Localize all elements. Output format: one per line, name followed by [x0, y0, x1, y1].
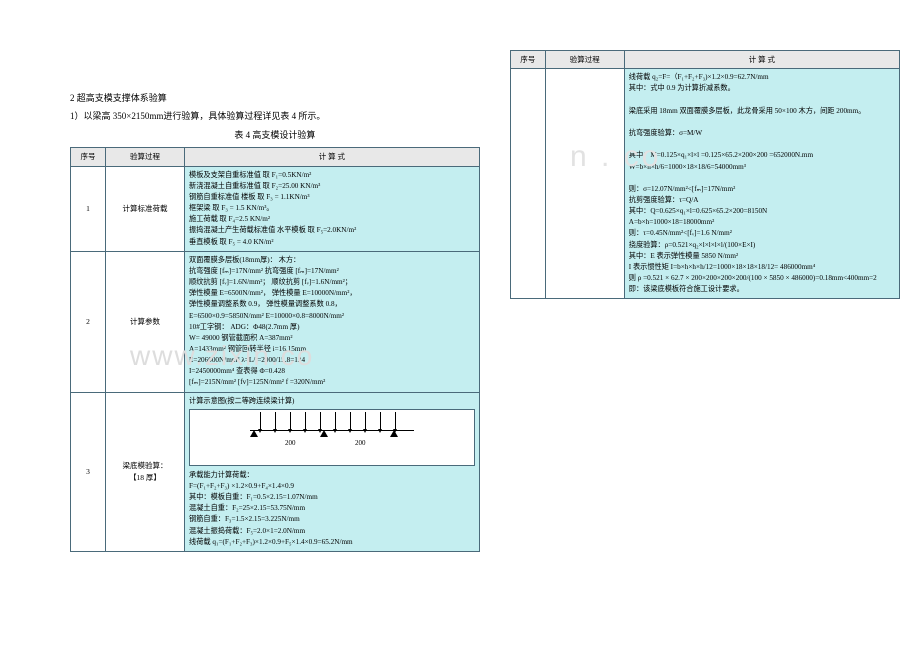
row3-num: 3	[71, 392, 106, 551]
formula-line: 其中：模板自重：F₁=0.5×2.15=1.07N/mm	[189, 492, 475, 503]
load-arrow-icon	[365, 412, 366, 430]
th-seq: 序号	[71, 148, 106, 166]
formula-line: 弹性模量 E=6500N/mm²， 弹性模量 E=10000N/mm²，	[189, 288, 475, 299]
section-intro: 1）以梁高 350×2150mm进行验算，具体验算过程详见表 4 所示。	[70, 108, 480, 124]
formula-line: 混凝土自重：F₂=25×2.15=53.75N/mm	[189, 503, 475, 514]
th-formula: 计 算 式	[185, 148, 480, 166]
th-formula-r: 计 算 式	[624, 51, 899, 69]
th-seq-r: 序号	[510, 51, 545, 69]
row1-formula: 模板及支架自重标准值 取 F₁=0.5KN/m² 新浇混凝土自重标准值 取 F₂…	[185, 166, 480, 251]
formula-line: 顺纹抗剪 [fᵥ]=1.6N/mm²； 顺纹抗剪 [fᵥ]=1.6N/mm²；	[189, 277, 475, 288]
formula-line	[629, 173, 895, 184]
formula-line: 框架梁 取 F₃ = 1.5 KN/m³。	[189, 203, 475, 214]
formula-line: [fₘ]=215N/mm² [fv]=125N/mm² f =320N/mm²	[189, 377, 475, 388]
formula-line: I=2450000mm⁴ 查表得 Φ=0.428	[189, 366, 475, 377]
formula-line: 施工荷载 取 F₄=2.5 KN/m²	[189, 214, 475, 225]
dim-label: 200	[285, 438, 296, 449]
formula-line: 新浇混凝土自重标准值 取 F₂=25.00 KN/m³	[189, 181, 475, 192]
load-arrow-icon	[395, 412, 396, 430]
formula-line	[629, 117, 895, 128]
row2-formula: 双面覆膜多层板(18mm厚)： 木方： 抗弯强度 [fₘ]=17N/mm² 抗弯…	[185, 251, 480, 392]
row-r-num	[510, 69, 545, 299]
formula-line: 则：τ=0.45N/mm²<[fᵥ]=1.6 N/mm²	[629, 228, 895, 239]
support-icon	[250, 430, 258, 437]
formula-line: 即：该梁底模板符合施工设计要求。	[629, 284, 895, 295]
formula-line: 其中：E 表示弹性模量 5850 N/mm²	[629, 251, 895, 262]
beam-diagram: 200 200	[189, 409, 475, 466]
row2-num: 2	[71, 251, 106, 392]
table-row: 2 计算参数 双面覆膜多层板(18mm厚)： 木方： 抗弯强度 [fₘ]=17N…	[71, 251, 480, 392]
formula-line: 则 ρ =0.521 × 62.7 × 200×200×200×200/(100…	[629, 273, 895, 284]
formula-line: 梁底采用 18mm 双面覆膜多层板，此龙骨采用 50×100 木方，间距 200…	[629, 106, 895, 117]
table-header-row: 序号 验算过程 计 算 式	[510, 51, 899, 69]
formula-line: E=6500×0.9=5850N/mm² E=10000×0.8=8000N/m…	[189, 311, 475, 322]
load-arrow-icon	[290, 412, 291, 430]
table-header-row: 序号 验算过程 计 算 式	[71, 148, 480, 166]
formula-line: 钢筋自重：F₃=1.5×2.15=3.225N/mm	[189, 514, 475, 525]
row-r-proc	[545, 69, 624, 299]
formula-line: 抗剪强度验算：τ=Q/A	[629, 195, 895, 206]
formula-line: 钢筋自重标准值 楼板 取 F₃ = 1.1KN/m³	[189, 192, 475, 203]
formula-line: 振捣混凝土产生荷载标准值 水平模板 取 F₅=2.0KN/m²	[189, 225, 475, 236]
formula-line: 其中：Q=0.625×q₁×l=0.625×65.2×200=8150N	[629, 206, 895, 217]
row3-formula: 计算示意图(按二等跨连续梁计算) 200	[185, 392, 480, 551]
calc-table-left: 序号 验算过程 计 算 式 1 计算标准荷载 模板及支架自重标准值 取 F₁=0…	[70, 147, 480, 551]
formula-line	[629, 139, 895, 150]
support-icon	[390, 430, 398, 437]
formula-line: E=206000N/mm² λ=L/i=2000/15.8=124	[189, 355, 475, 366]
row1-proc: 计算标准荷载	[106, 166, 185, 251]
formula-line: F=(F₁+F₂+F₃) ×1.2×0.9+F₄×1.4×0.9	[189, 481, 475, 492]
load-arrow-icon	[275, 412, 276, 430]
load-arrow-icon	[350, 412, 351, 430]
formula-line: 双面覆膜多层板(18mm厚)： 木方：	[189, 255, 475, 266]
table-row: 3 梁底模验算： 【18 厚】 计算示意图(按二等跨连续梁计算)	[71, 392, 480, 551]
th-proc-r: 验算过程	[545, 51, 624, 69]
formula-line: 承载能力计算荷载：	[189, 470, 475, 481]
table-row: 1 计算标准荷载 模板及支架自重标准值 取 F₁=0.5KN/m² 新浇混凝土自…	[71, 166, 480, 251]
formula-line	[629, 95, 895, 106]
load-arrow-icon	[305, 412, 306, 430]
section-2-heading: 2 超高支模支撑体系验算	[70, 90, 480, 106]
load-arrow-icon	[260, 412, 261, 430]
table-title: 表 4 高支模设计验算	[70, 128, 480, 141]
dim-label: 200	[355, 438, 366, 449]
formula-line: A=1433mm² 钢管回转半径 i=16.15mm	[189, 344, 475, 355]
formula-line: 模板及支架自重标准值 取 F₁=0.5KN/m²	[189, 170, 475, 181]
row1-num: 1	[71, 166, 106, 251]
th-proc: 验算过程	[106, 148, 185, 166]
formula-line: 其中：M=0.125×q₁×l×l =0.125×65.2×200×200 =6…	[629, 150, 895, 161]
formula-line: 线荷载 q₂=F=（F₁+F₂+F₃)×1.2×0.9=62.7N/mm	[629, 72, 895, 83]
formula-line: 弹性模量调整系数 0.9， 弹性模量调整系数 0.8，	[189, 299, 475, 310]
formula-line: 其中：式中 0.9 为计算折减系数。	[629, 83, 895, 94]
formula-line: A=b×h=1000×18=18000mm²	[629, 217, 895, 228]
diagram-title: 计算示意图(按二等跨连续梁计算)	[189, 396, 475, 407]
formula-line: W=b×h×h/6=1000×18×18/6=54000mm³	[629, 162, 895, 173]
load-arrow-icon	[380, 412, 381, 430]
support-icon	[320, 430, 328, 437]
formula-line: 10#工字钢： ADG：Φ48(2.7mm 厚)	[189, 322, 475, 333]
formula-line: I 表示惯性矩 I=b×h×h×h/12=1000×18×18×18/12= 4…	[629, 262, 895, 273]
left-page: 2 超高支模支撑体系验算 1）以梁高 350×2150mm进行验算，具体验算过程…	[20, 20, 480, 552]
formula-line: W= 49000 钢管截面积 A=387mm²	[189, 333, 475, 344]
formula-line: 线荷载 q₁=(F₁+F₂+F₃)×1.2×0.9+F₅×1.4×0.9=65.…	[189, 537, 475, 548]
formula-line: 抗弯强度 [fₘ]=17N/mm² 抗弯强度 [fₘ]=17N/mm²	[189, 266, 475, 277]
formula-line: 则：σ=12.07N/mm²<[fₘ]=17N/mm²	[629, 184, 895, 195]
row2-proc: 计算参数	[106, 251, 185, 392]
formula-line: 混凝土振捣荷载：F₅=2.0×1=2.0N/mm	[189, 526, 475, 537]
load-arrow-icon	[320, 412, 321, 430]
right-page: 序号 验算过程 计 算 式 线荷载 q₂=F=（F₁+F₂+F₃)×1.2×0.…	[510, 20, 900, 552]
row-r-formula: 线荷载 q₂=F=（F₁+F₂+F₃)×1.2×0.9=62.7N/mm 其中：…	[624, 69, 899, 299]
row3-proc: 梁底模验算： 【18 厚】	[106, 392, 185, 551]
formula-line: 抗弯强度验算：σ=M/W	[629, 128, 895, 139]
load-arrow-icon	[335, 412, 336, 430]
formula-line: 垂直模板 取 F₅ = 4.0 KN/m²	[189, 237, 475, 248]
formula-line: 挠度验算：ρ=0.521×q₂×l×l×l×l/(100×E×I)	[629, 240, 895, 251]
table-row: 线荷载 q₂=F=（F₁+F₂+F₃)×1.2×0.9=62.7N/mm 其中：…	[510, 69, 899, 299]
calc-table-right: 序号 验算过程 计 算 式 线荷载 q₂=F=（F₁+F₂+F₃)×1.2×0.…	[510, 50, 900, 299]
